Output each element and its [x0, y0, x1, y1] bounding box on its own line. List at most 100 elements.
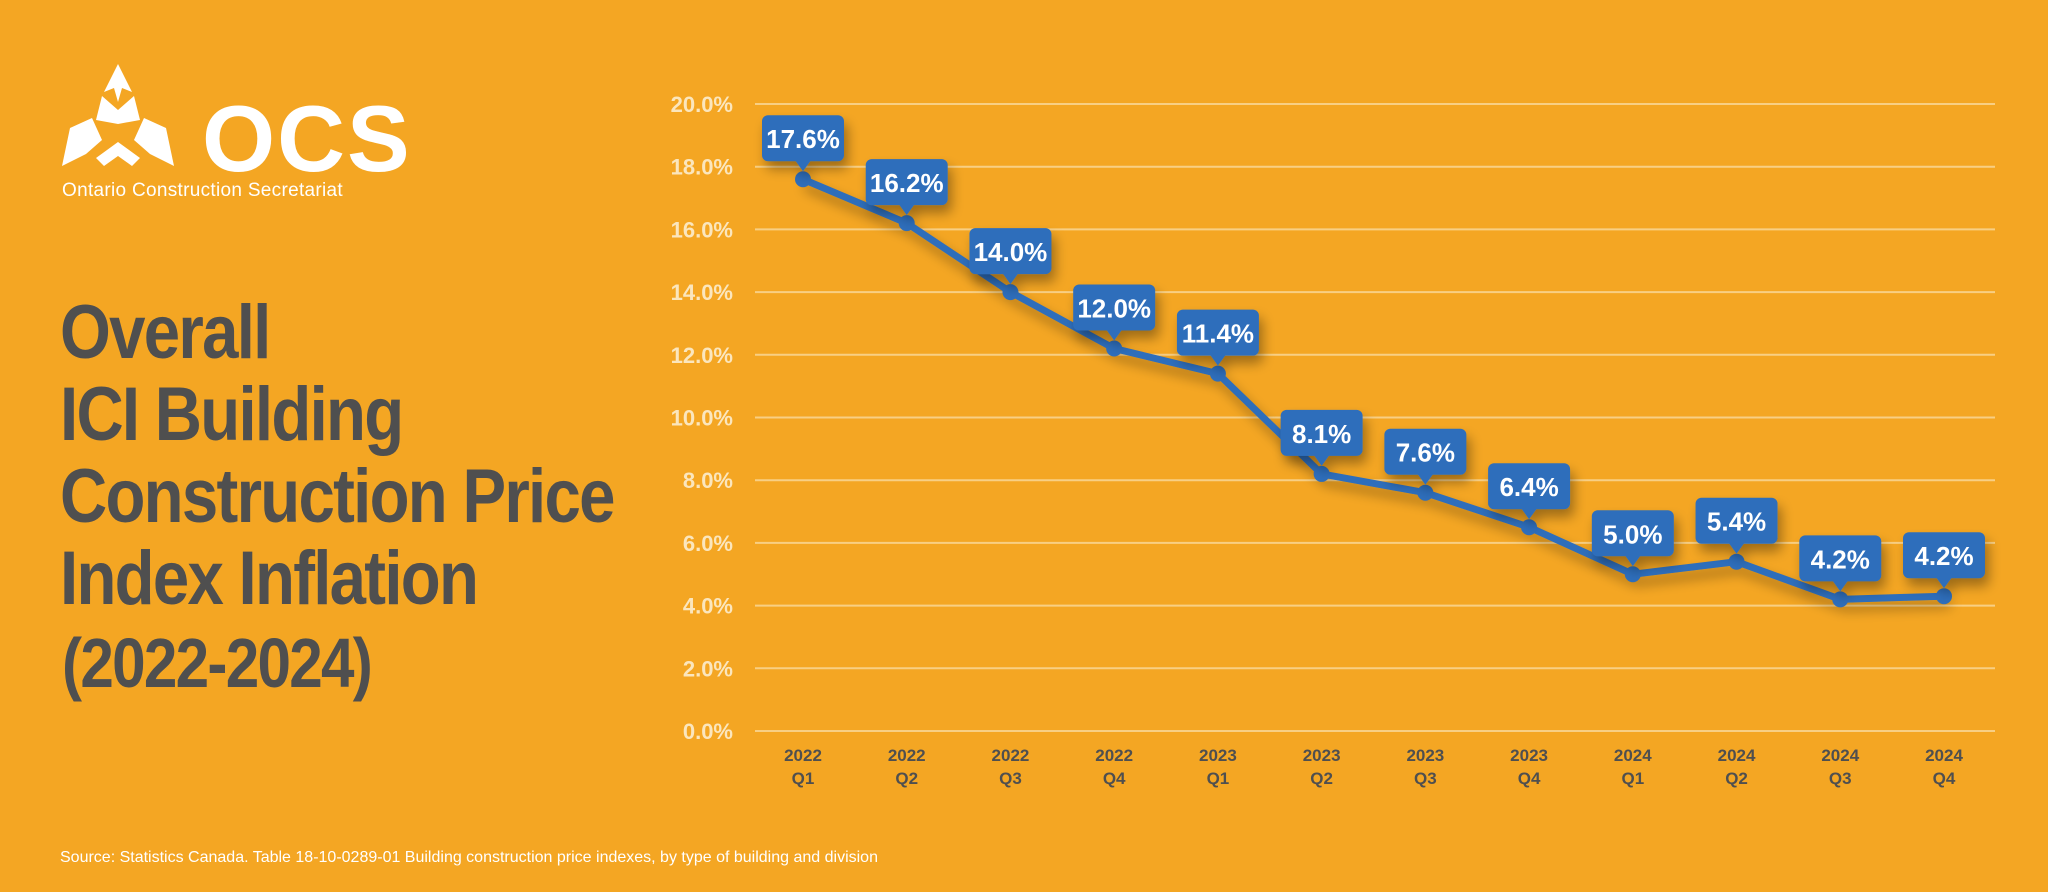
data-label: 16.2%	[870, 168, 944, 198]
x-tick-year: 2023	[1406, 746, 1444, 765]
data-label-callout: 7.6%	[1384, 428, 1467, 485]
data-label-box	[1695, 497, 1778, 544]
x-tick-quarter: Q2	[1725, 769, 1748, 788]
y-tick-label: 14.0%	[671, 280, 733, 305]
data-label-pointer	[898, 204, 915, 216]
data-label-callout: 11.4%	[1176, 309, 1259, 366]
data-label: 4.2%	[1914, 541, 1973, 571]
data-point	[1936, 588, 1952, 605]
x-tick-year: 2024	[1614, 746, 1652, 765]
data-label: 5.0%	[1603, 519, 1662, 549]
data-label-box	[1280, 409, 1363, 456]
data-label-box	[1903, 532, 1985, 579]
data-label-pointer	[1832, 580, 1849, 592]
data-points	[795, 171, 1952, 608]
data-label-box	[1591, 510, 1674, 557]
data-label: 11.4%	[1182, 319, 1254, 349]
data-label-callout: 14.0%	[969, 228, 1052, 285]
data-label-pointer	[1521, 508, 1538, 520]
data-label-box	[1799, 535, 1882, 582]
data-label-pointer	[1209, 354, 1226, 366]
x-tick-quarter: Q2	[895, 769, 918, 788]
data-point	[1832, 591, 1849, 608]
data-point	[1417, 484, 1434, 501]
data-label-box	[762, 115, 844, 162]
data-label-pointer	[1624, 555, 1641, 567]
x-tick-year: 2024	[1925, 746, 1963, 765]
data-point	[1313, 465, 1330, 482]
data-label: 12.0%	[1077, 294, 1151, 324]
data-label-pointer	[1313, 454, 1330, 466]
data-labels: 17.6% 16.2% 14.0% 12.0% 11.4% 8.1% 7.6% 6.4% 5.0…	[762, 115, 1985, 592]
grid-lines	[755, 103, 1995, 732]
x-tick-quarter: Q4	[1933, 769, 1956, 788]
x-tick-year: 2024	[1718, 746, 1756, 765]
x-tick-quarter: Q4	[1518, 769, 1541, 788]
data-label: 6.4%	[1499, 472, 1558, 502]
date-range-subtitle: (2022-2024)	[62, 624, 373, 702]
x-tick-year: 2022	[888, 746, 926, 765]
data-label-pointer	[1417, 473, 1434, 485]
title-line-3: Construction Price	[60, 454, 615, 539]
x-tick-quarter: Q3	[1414, 769, 1437, 788]
y-tick-label: 10.0%	[671, 406, 733, 431]
data-label-callout: 8.1%	[1280, 409, 1363, 466]
data-label-callout: 4.2%	[1799, 535, 1882, 592]
y-tick-label: 0.0%	[683, 719, 733, 744]
x-axis-ticks: 2022 Q1 2022 Q2 2022 Q3 2022 Q4 2023 Q1 2023 Q2 2023…	[784, 746, 1963, 788]
data-label-callout: 17.6%	[762, 115, 844, 172]
data-label-callout: 5.4%	[1695, 497, 1778, 554]
data-label-box	[1384, 428, 1467, 475]
page-title: Overall ICI Building Construction Price …	[60, 292, 615, 621]
data-label-pointer	[1936, 577, 1952, 589]
data-label-pointer	[1728, 542, 1745, 554]
data-label: 7.6%	[1396, 438, 1455, 468]
y-tick-label: 20.0%	[671, 92, 733, 117]
title-line-2: ICI Building	[60, 372, 404, 457]
data-point	[1728, 553, 1745, 570]
data-label-pointer	[1106, 329, 1123, 341]
series-line-layer	[799, 175, 1948, 603]
ocs-logo: OCS Ontario Construction Secretariat	[62, 62, 410, 202]
y-tick-label: 16.0%	[671, 217, 733, 242]
y-axis-ticks: 0.0% 2.0% 4.0% 6.0% 8.0% 10.0% 12.0% 14.0% 16.0%…	[671, 92, 733, 744]
logo-wordmark: OCS	[202, 86, 412, 191]
x-tick-year: 2022	[1095, 746, 1133, 765]
y-tick-label: 2.0%	[683, 656, 733, 681]
data-label-callout: 12.0%	[1073, 284, 1156, 341]
x-tick-quarter: Q2	[1310, 769, 1333, 788]
x-tick-quarter: Q1	[1207, 769, 1230, 788]
data-label-box	[1176, 309, 1259, 356]
data-label-pointer	[1002, 273, 1019, 285]
x-tick-year: 2022	[784, 746, 822, 765]
data-label: 8.1%	[1292, 419, 1351, 449]
data-point	[1521, 519, 1538, 536]
data-label: 4.2%	[1811, 544, 1870, 574]
x-tick-year: 2023	[1303, 746, 1341, 765]
x-tick-quarter: Q3	[999, 769, 1022, 788]
x-tick-quarter: Q3	[1829, 769, 1852, 788]
x-tick-quarter: Q1	[792, 769, 815, 788]
data-point	[1209, 365, 1226, 382]
data-point	[898, 215, 915, 232]
data-label: 5.4%	[1707, 507, 1766, 537]
x-tick-year: 2023	[1199, 746, 1237, 765]
series-line	[799, 175, 1948, 603]
data-point	[1106, 340, 1123, 357]
x-tick-quarter: Q1	[1621, 769, 1644, 788]
data-label: 17.6%	[766, 124, 840, 154]
source-note: Source: Statistics Canada. Table 18-10-0…	[60, 849, 878, 866]
data-label-callout: 6.4%	[1488, 463, 1571, 520]
y-tick-label: 4.0%	[683, 594, 733, 619]
data-label: 14.0%	[974, 237, 1048, 267]
title-line-4: Index Inflation	[60, 536, 479, 621]
y-tick-label: 8.0%	[683, 468, 733, 493]
x-tick-year: 2023	[1510, 746, 1548, 765]
data-label-box	[969, 228, 1052, 275]
x-tick-quarter: Q4	[1103, 769, 1126, 788]
data-point	[1002, 284, 1019, 301]
data-point	[795, 171, 811, 188]
y-tick-label: 18.0%	[671, 155, 733, 180]
data-label-pointer	[795, 160, 811, 172]
